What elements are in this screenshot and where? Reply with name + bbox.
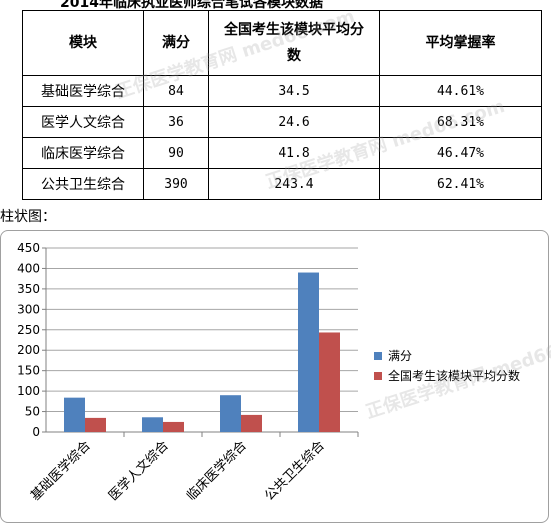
table-row: 基础医学综合 84 34.5 44.61%: [22, 75, 542, 107]
cell-full: 390: [143, 168, 209, 200]
y-tick-label: 250: [17, 323, 40, 337]
bar-avg: [319, 332, 340, 432]
y-tick-label: 350: [17, 282, 40, 296]
cell-avg: 41.8: [208, 137, 380, 169]
cell-rate: 68.31%: [379, 106, 542, 138]
cell-module: 临床医学综合: [22, 137, 144, 169]
y-tick-label: 50: [25, 405, 40, 419]
x-category-label: 临床医学综合: [183, 438, 249, 504]
col-header-module: 模块: [22, 10, 144, 76]
table-row: 临床医学综合 90 41.8 46.47%: [22, 137, 542, 169]
chart-frame: [0, 230, 549, 523]
y-tick-label: 0: [32, 425, 40, 439]
cell-module: 基础医学综合: [22, 75, 144, 107]
col-header-rate: 平均掌握率: [379, 10, 542, 76]
legend-swatch: [374, 352, 382, 360]
cell-full: 84: [143, 75, 209, 107]
cell-full: 36: [143, 106, 209, 138]
cell-module: 公共卫生综合: [22, 168, 144, 200]
cell-avg: 34.5: [208, 75, 380, 107]
cell-module: 医学人文综合: [22, 106, 144, 138]
y-tick-label: 450: [17, 241, 40, 255]
bar-full: [64, 397, 85, 432]
bar-full: [142, 417, 163, 432]
x-category-label: 医学人文综合: [105, 438, 171, 504]
bar-full: [220, 395, 241, 432]
col-header-full: 满分: [143, 10, 209, 76]
cell-rate: 46.47%: [379, 137, 542, 169]
y-tick-label: 300: [17, 302, 40, 316]
table-row: 公共卫生综合 390 243.4 62.41%: [22, 168, 542, 200]
y-tick-label: 400: [17, 261, 40, 275]
x-category-label: 公共卫生综合: [262, 438, 328, 504]
legend-label: 满分: [388, 349, 412, 363]
bar-avg: [241, 414, 262, 432]
x-category-label: 基础医学综合: [27, 438, 93, 504]
bar-chart: 0 50 100 150 200 250 300 350 400 450 基础医学综合 医学人文综合临…: [17, 241, 520, 504]
bar-avg: [85, 417, 106, 432]
y-tick-label: 100: [17, 384, 40, 398]
cell-avg: 243.4: [208, 168, 380, 200]
legend-swatch: [374, 372, 382, 380]
data-table: 模块 满分 全国考生该模块平均分数 平均掌握率 基础医学综合 84 34.5 4…: [22, 10, 542, 200]
table-row: 医学人文综合 36 24.6 68.31%: [22, 106, 542, 138]
y-tick-label: 200: [17, 343, 40, 357]
bar-full: [298, 272, 319, 432]
bar-avg: [163, 421, 184, 432]
col-header-avg: 全国考生该模块平均分数: [208, 10, 380, 76]
y-tick-label: 150: [17, 364, 40, 378]
table-header-row: 模块 满分 全国考生该模块平均分数 平均掌握率: [22, 10, 542, 76]
cell-rate: 62.41%: [379, 168, 542, 200]
chart-caption: 柱状图：: [0, 209, 56, 225]
cell-rate: 44.61%: [379, 75, 542, 107]
cell-avg: 24.6: [208, 106, 380, 138]
table-title: 2014年临床执业医师综合笔试各模块数据: [60, 0, 323, 11]
cell-full: 90: [143, 137, 209, 169]
legend-label: 全国考生该模块平均分数: [388, 368, 520, 383]
